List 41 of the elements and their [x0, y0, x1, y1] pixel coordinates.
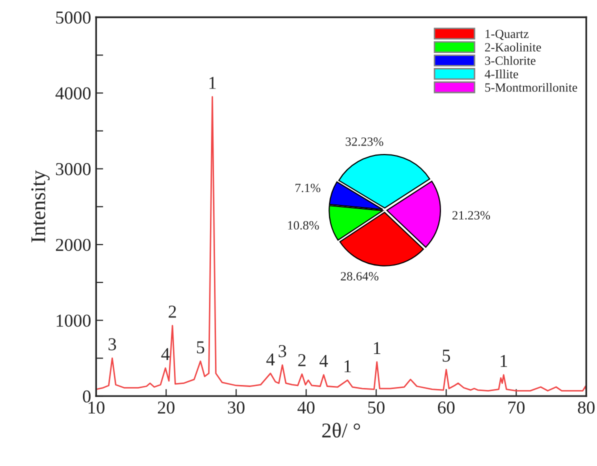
legend-label: 3-Chlorite: [485, 56, 536, 65]
x-tick-label: 50: [368, 401, 385, 414]
annotation: 1: [344, 360, 351, 372]
annotation: 1: [209, 76, 216, 89]
annotation: 2: [298, 354, 306, 366]
x-tick-label: 40: [298, 401, 315, 414]
legend-label: 4-Illite: [484, 70, 518, 78]
annotation: 1: [374, 342, 380, 354]
annotation: 4: [320, 354, 328, 367]
x-tick-label: 70: [508, 401, 525, 414]
data-label: 7.1%: [296, 184, 320, 192]
annotation: 2: [168, 306, 176, 318]
annotation: 4: [161, 348, 170, 360]
annotation: 3: [108, 338, 116, 350]
x-tick-label: 60: [438, 401, 455, 414]
y-tick-label: 1000: [56, 314, 91, 327]
data-label: 32.23%: [346, 137, 384, 146]
x-tick-label: 30: [228, 401, 244, 414]
y-tick-label: 3000: [56, 163, 91, 176]
legend-label: 1-Quartz: [486, 30, 529, 40]
y-axis-title: Intensity: [31, 170, 50, 242]
line-series: [96, 96, 586, 392]
y-tick-label: 5000: [56, 12, 91, 24]
x-tick-label: 80: [578, 401, 595, 414]
annotation: 4: [266, 353, 275, 366]
annotation: 1: [500, 354, 508, 367]
legend-label: 5-Montmorillonite: [485, 82, 578, 92]
x-tick-label: 20: [158, 401, 174, 414]
data-label: 28.64%: [340, 272, 378, 281]
y-tick-label: 4000: [55, 87, 91, 100]
legend-label: 2-Kaolinite: [485, 42, 542, 52]
y-tick-label: 2000: [56, 238, 91, 251]
data-label: 10.8%: [288, 221, 319, 230]
annotation: 5: [442, 350, 450, 362]
x-tick-label: 10: [88, 401, 104, 414]
data-label: 21.23%: [452, 211, 490, 220]
annotation: 5: [196, 341, 204, 354]
y-tick-label: 0: [82, 390, 91, 403]
annotation: 3: [278, 345, 286, 358]
pie-slice: [386, 180, 441, 248]
x-axis-title: 2θ/ °: [322, 422, 360, 438]
